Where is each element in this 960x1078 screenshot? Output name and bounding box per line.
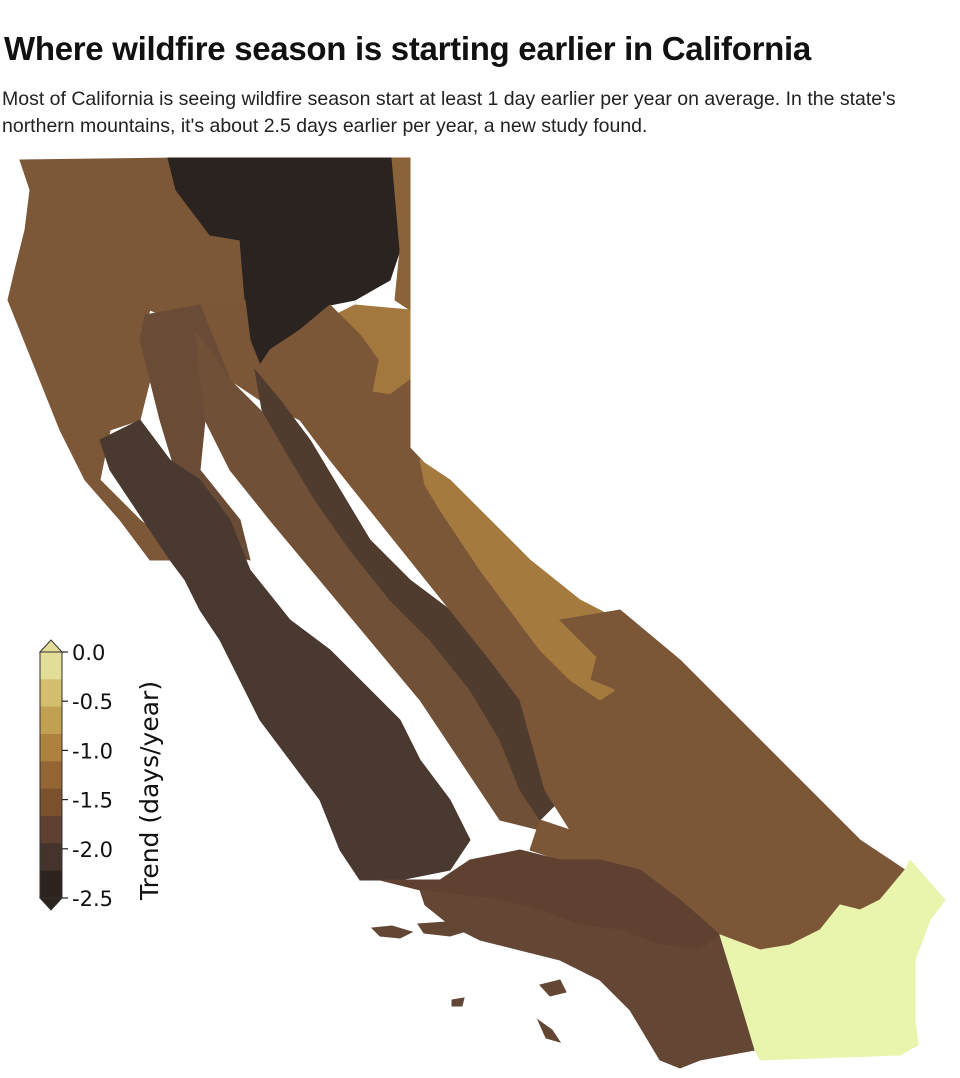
- colorbar-band: [40, 652, 62, 680]
- colorbar-band: [40, 734, 62, 762]
- map-islands: [370, 921, 567, 1043]
- map-regions: [7, 157, 946, 1069]
- colorbar-tick-label: -2.0: [72, 838, 113, 862]
- colorbar-tick-label: -1.5: [72, 789, 113, 813]
- colorbar-bands: [38, 639, 64, 911]
- region-owens-patch: [419, 458, 617, 701]
- colorbar-band: [40, 761, 62, 790]
- colorbar-band: [40, 816, 62, 844]
- colorbar-ticks: 0.0 -0.5 -1.0 -1.5 -2.0 -2.5: [62, 641, 113, 911]
- colorbar-extend-min: [38, 897, 64, 911]
- region-southeast-desert: [719, 859, 946, 1061]
- colorbar-band: [40, 788, 62, 817]
- region-modoc-strip: [391, 157, 411, 311]
- colorbar-tick-label: 0.0: [72, 641, 105, 665]
- channel-island: [539, 979, 567, 997]
- colorbar-extend-max: [38, 639, 64, 653]
- map-subtitle: Most of California is seeing wildfire se…: [2, 88, 896, 137]
- channel-island: [417, 921, 472, 937]
- colorbar-frame: [39, 651, 63, 899]
- colorbar-band: [40, 679, 62, 708]
- colorbar-band: [40, 843, 62, 872]
- map-title: Where wildfire season is starting earlie…: [4, 30, 811, 67]
- colorbar-tick-label: -2.5: [72, 887, 113, 911]
- channel-island: [536, 1018, 562, 1043]
- channel-island: [370, 925, 414, 939]
- colorbar-band: [40, 870, 62, 899]
- colorbar-title: Trend (days/year): [135, 681, 164, 901]
- region-sierra-crest: [254, 368, 561, 821]
- colorbar-tick-label: -1.0: [72, 739, 113, 763]
- colorbar-tick-label: -0.5: [72, 690, 113, 714]
- region-south-coast: [419, 889, 756, 1069]
- colorbar-band: [40, 706, 62, 735]
- channel-island: [451, 997, 465, 1007]
- colorbar-legend: 0.0 -0.5 -1.0 -1.5 -2.0 -2.5 Trend (days/year…: [38, 639, 164, 911]
